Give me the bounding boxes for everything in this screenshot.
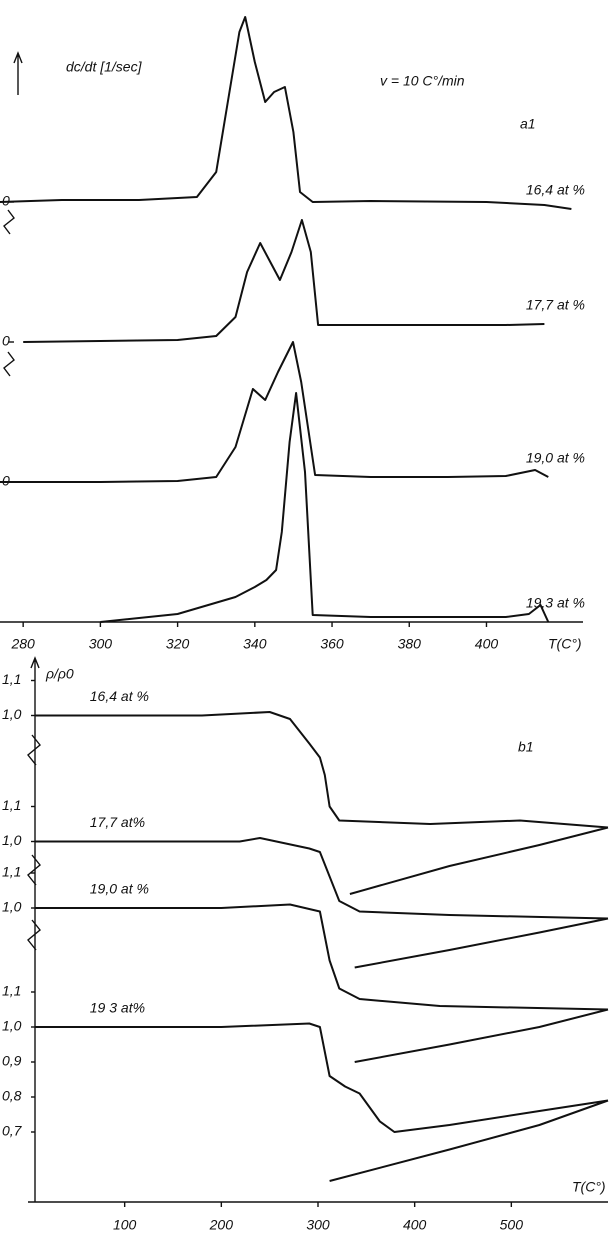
series-label: 16,4 at % [90,688,149,704]
y-tick-label: 0,7 [2,1123,23,1139]
x-tick-label: 320 [166,636,190,652]
y-tick-label: 0,8 [2,1088,22,1104]
series-label: 19,0 at % [90,881,149,897]
data-line [34,711,609,895]
y-tick-label: 1,1 [2,983,21,999]
y-tick-label: 1,1 [2,671,21,687]
axis-break [27,734,41,951]
x-tick-label: 400 [403,1217,427,1233]
data-line [100,392,550,623]
x-tick-label: 100 [113,1217,137,1233]
x-axis-label: T(C°) [548,636,582,652]
data-line [34,903,609,1063]
y-tick-label: 0 [2,333,10,349]
x-tick-label: 300 [89,636,113,652]
y-tick-label: 1,0 [2,832,22,848]
x-tick-label: 400 [475,636,499,652]
y-axis-label: dc/dt [1/sec] [66,59,143,75]
x-tick-label: 360 [320,636,344,652]
series-label: 19,3 at % [526,595,585,611]
y-axis-arrow [30,656,40,1202]
series-label: 16,4 at % [526,182,585,198]
y-tick-label: 1,1 [2,864,21,880]
panel-label: a1 [520,116,536,132]
x-tick-label: 300 [306,1217,330,1233]
data-line [34,837,609,969]
y-tick-label: 0 [2,193,10,209]
x-tick-label: 500 [500,1217,524,1233]
annotation: v = 10 C°/min [380,73,465,89]
y-tick-label: 1,1 [2,797,21,813]
series-label: 19 3 at% [90,1000,145,1016]
y-tick-label: 1,0 [2,1018,22,1034]
x-tick-label: 340 [243,636,267,652]
series-label: 17,7 at % [526,297,585,313]
panel-label: b1 [518,739,534,755]
y-tick-label: 0 [2,473,10,489]
data-line [0,341,549,483]
x-tick-label: 280 [10,636,35,652]
x-tick-label: 200 [209,1217,234,1233]
y-axis-arrow [13,51,23,95]
x-tick-label: 380 [398,636,422,652]
y-tick-label: 1,0 [2,706,22,722]
series-label: 17,7 at% [90,814,145,830]
data-line [34,1022,609,1182]
data-line [0,16,572,210]
data-line [23,219,545,343]
y-tick-label: 0,9 [2,1053,22,1069]
axis-break [3,209,15,377]
x-axis-label: T(C°) [572,1179,606,1195]
series-label: 19,0 at % [526,450,585,466]
y-axis-label: ρ/ρ0 [45,666,74,682]
y-tick-label: 1,0 [2,899,22,915]
